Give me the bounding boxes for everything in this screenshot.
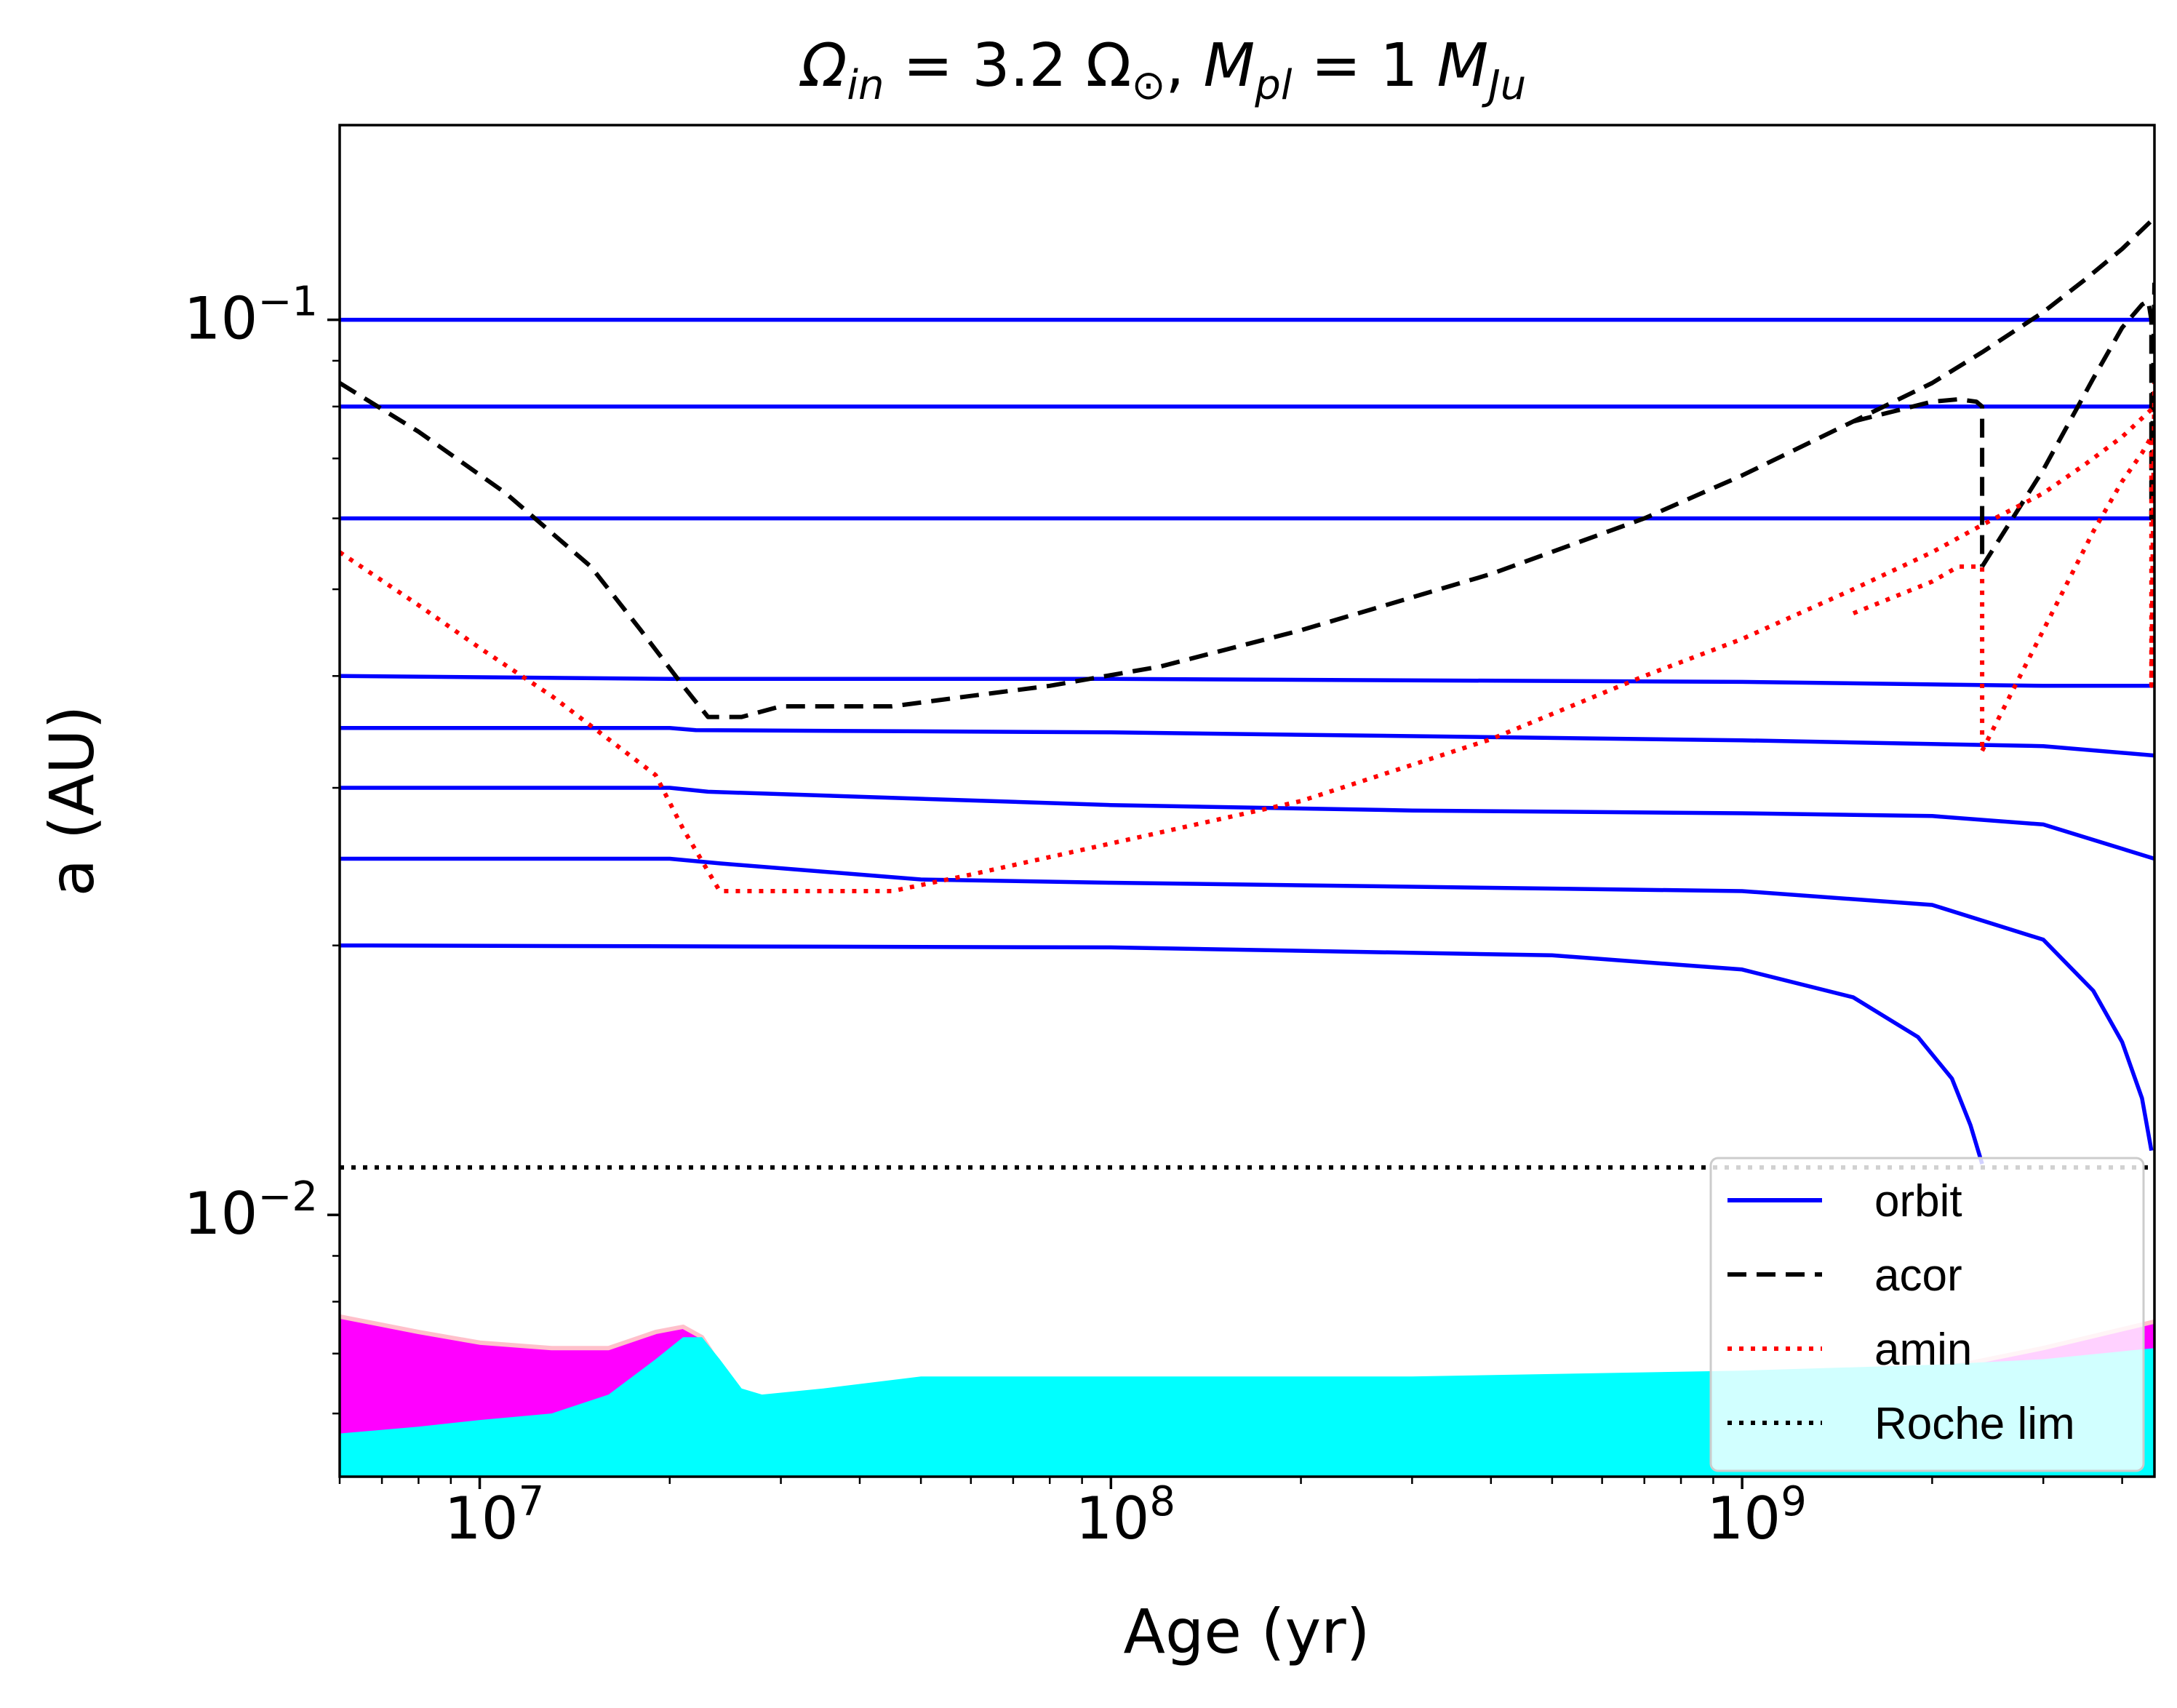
axes-frame [338,124,2156,1478]
orbit-line-6 [340,786,2154,861]
legend-label-orbit: orbit [1874,1176,1962,1226]
x-tick-label: 107 [444,1478,544,1552]
amin-branch-2 [1980,383,2154,752]
acor-branch-2 [1980,282,2154,568]
title-sun: Ω [1086,31,1132,100]
title-m: M [1204,31,1255,100]
x-tick-label: 109 [1706,1478,1806,1552]
legend: orbit acor amin Roche lim [1709,1157,2145,1472]
chart-title: Ωin = 3.2 Ω⊙, Mpl = 1 MJu [799,31,1526,109]
acor-line [340,216,2154,719]
orbit-line-4 [340,674,2154,688]
title-mju: M [1437,31,1488,100]
amin-branch-1 [1852,564,1985,751]
legend-box [1709,1157,2145,1472]
y-tick-label: 10−2 [184,1173,318,1248]
legend-label-roche-lim: Roche lim [1874,1399,2075,1449]
orbit-line-7 [340,856,2154,1152]
y-axis-label: a (AU) [36,706,108,897]
title-omega: Ω [799,31,847,100]
title-sun-sub: ⊙ [1131,62,1165,109]
x-axis-label: Age (yr) [1124,1596,1370,1667]
legend-label-amin: amin [1874,1325,1972,1375]
title-eq2: = 1 [1292,31,1437,100]
acor-branch-1 [1853,396,1985,567]
title-m-sub: pl [1254,62,1293,109]
amin-line [340,404,2154,893]
title-eq1: = 3.2 [884,31,1085,100]
orbit-line-5 [340,725,2154,758]
title-mju-sub: Ju [1481,62,1526,109]
y-tick-label: 10−1 [184,279,318,353]
title-omega-sub: in [847,62,884,109]
title-sep: , [1165,31,1203,100]
x-tick-label: 108 [1076,1478,1175,1552]
legend-label-acor: acor [1874,1250,1962,1301]
star-inner-area [340,1337,2154,1477]
orbit-line-8 [340,943,1984,1165]
